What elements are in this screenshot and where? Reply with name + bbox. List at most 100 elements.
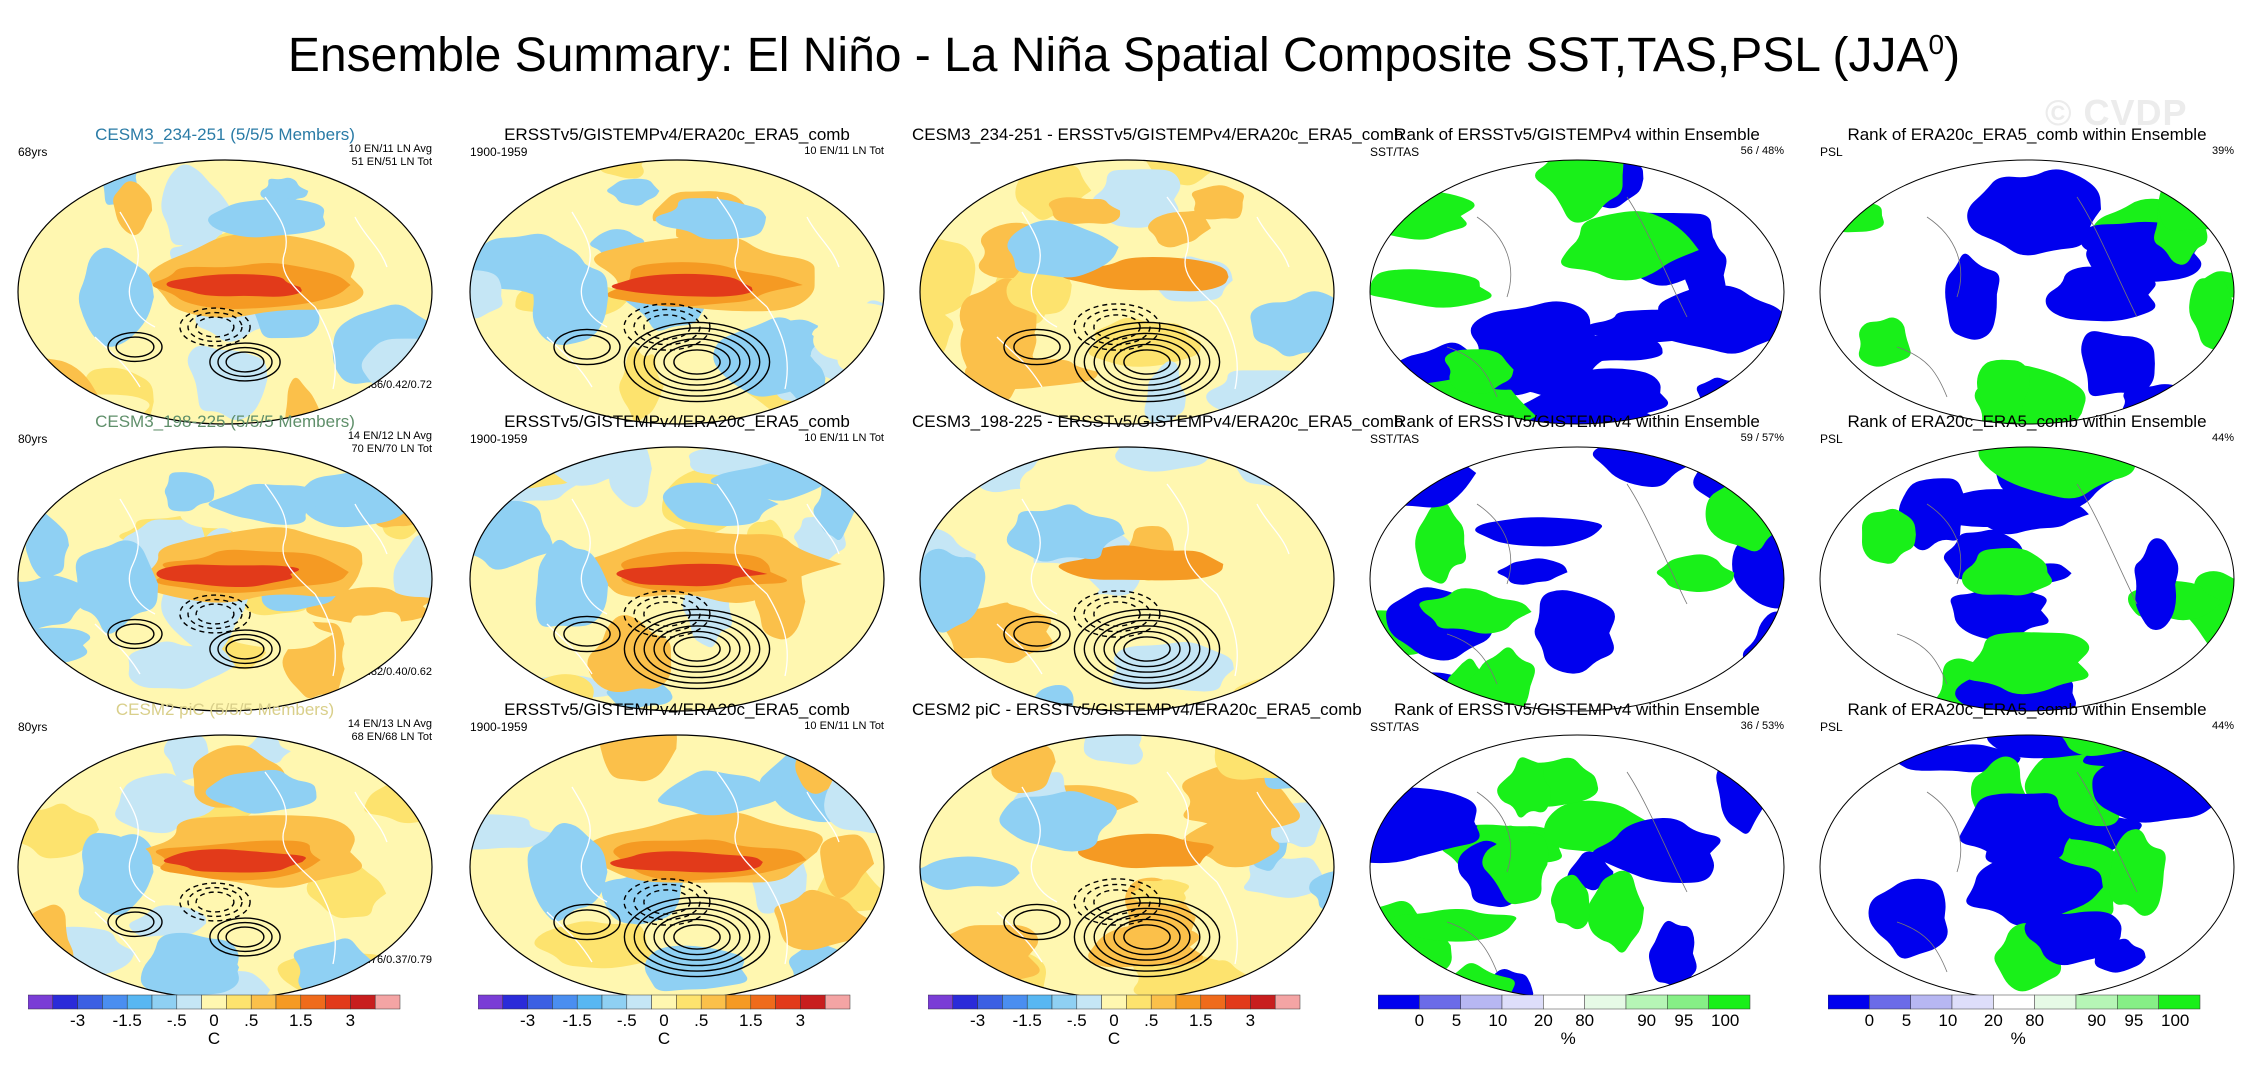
- colorbar-swatch: [1274, 994, 1301, 1010]
- positive-psl-contour: [1103, 913, 1191, 961]
- negative-psl-contour: [643, 601, 691, 627]
- colorbar-unit: C: [1107, 1029, 1121, 1048]
- coastline: [354, 503, 388, 555]
- years-label: 80yrs: [18, 720, 48, 734]
- global-map: [469, 734, 885, 1000]
- rank-region: [2024, 911, 2122, 966]
- rank-region: [1945, 253, 2000, 340]
- anomaly-patch: [19, 735, 94, 767]
- map-outline: [1369, 159, 1785, 425]
- coastline: [119, 211, 156, 328]
- positive-psl-contour: [1113, 343, 1181, 381]
- positive-psl-contour: [1003, 615, 1071, 653]
- negative-psl-contour: [1073, 590, 1161, 638]
- rank-region: [1961, 548, 2053, 596]
- colorbar-swatches: [927, 994, 1301, 1010]
- anomaly-patch: [115, 773, 219, 834]
- composite-count: 10 EN/11 LN Tot: [804, 145, 884, 157]
- colorbar-tick-label: 95: [1674, 1011, 1694, 1030]
- enso-peak-anomaly: [166, 274, 302, 297]
- anomaly-patch: [342, 611, 407, 682]
- colorbar-swatch: [651, 994, 677, 1010]
- rank-region: [1419, 588, 1532, 634]
- panel-title: CESM3_198-225 (5/5/5 Members): [95, 412, 355, 431]
- cool-horseshoe-west: [529, 255, 609, 346]
- cool-horseshoe-north: [662, 482, 779, 526]
- colorbar-swatch: [1101, 994, 1127, 1010]
- colorbar-swatch: [1910, 994, 1953, 1010]
- positive-psl-contour: [663, 918, 731, 956]
- negative-psl-contour: [633, 595, 701, 633]
- negative-psl-contour: [179, 307, 251, 347]
- colorbar-tick-label: 20: [1983, 1011, 2003, 1030]
- colorbar-tick-label: -.5: [166, 1011, 187, 1030]
- positive-psl-contour: [633, 902, 761, 972]
- colorbar-swatch: [527, 994, 553, 1010]
- anomaly-patch: [920, 856, 1020, 890]
- coastline: [766, 593, 788, 677]
- anomaly-patch: [1222, 447, 1307, 465]
- positive-psl-contour: [1083, 614, 1211, 684]
- positive-psl-contour: [1083, 902, 1211, 972]
- panel-obs: ERSSTv5/GISTEMPv4/ERA20c_ERA5_comb 1900-1…: [462, 125, 892, 430]
- anomaly-patch: [1191, 185, 1244, 220]
- anomaly-patch: [470, 814, 554, 850]
- coastline: [766, 306, 788, 390]
- coastline: [766, 881, 788, 965]
- positive-psl-contour: [653, 913, 741, 961]
- colorbar-swatch: [952, 994, 978, 1010]
- anomaly-patch: [795, 745, 851, 794]
- colorbar-swatch: [977, 994, 1003, 1010]
- anomaly-patch: [18, 575, 90, 632]
- composite-count: 10 EN/11 LN Tot: [804, 432, 884, 444]
- negative-psl-contour: [195, 891, 235, 913]
- panel-title: Rank of ERSSTv5/GISTEMPv4 within Ensembl…: [1394, 125, 1760, 144]
- colorbar-swatch: [151, 994, 178, 1010]
- rank-region: [1550, 874, 1591, 930]
- anomaly-patch: [619, 346, 664, 423]
- positive-psl-contour: [1103, 338, 1191, 386]
- rank-region: [1390, 908, 1517, 942]
- rank-region: [1415, 501, 1467, 584]
- positive-psl-contour: [1123, 924, 1171, 950]
- count-avg: 14 EN/13 LN Avg: [347, 718, 432, 730]
- colorbar-swatch: [102, 994, 128, 1010]
- colorbar-swatches: [1827, 994, 2201, 1010]
- colorbar-swatch: [2117, 994, 2159, 1010]
- anomaly-patch: [187, 345, 268, 420]
- colorbar-swatch: [1200, 994, 1226, 1010]
- panel-model: CESM3_234-251 (5/5/5 Members) 68yrs 10 EN/…: [10, 125, 440, 430]
- colorbar-tick-label: -3: [520, 1011, 536, 1030]
- colorbar-swatch: [300, 994, 326, 1010]
- global-map: [469, 446, 885, 712]
- map-outline: [469, 159, 885, 425]
- panel-title: ERSSTv5/GISTEMPv4/ERA20c_ERA5_comb: [504, 700, 850, 719]
- rank-region: [1444, 349, 1514, 394]
- composite-count: 10 EN/11 LN Avg 51 EN/51 LN Tot: [349, 143, 432, 169]
- coastline: [571, 211, 608, 328]
- positive-psl-contour: [653, 338, 741, 386]
- negative-psl-contour: [187, 311, 243, 343]
- coastline: [546, 336, 593, 388]
- positive-psl-contour: [1113, 918, 1181, 956]
- cool-horseshoe-west: [75, 540, 159, 634]
- coastline: [806, 216, 840, 268]
- positive-psl-contour: [653, 625, 741, 673]
- colorbar-swatch: [1460, 994, 1503, 1010]
- colorbar-sst: -3 -1.5 -.5 0 .5 1.5 3 C: [927, 993, 1318, 1063]
- coastline: [264, 771, 316, 883]
- colorbar-tick-label: 100: [2161, 1011, 2190, 1030]
- global-map: [1369, 734, 1785, 1000]
- negative-psl-contour: [1083, 883, 1151, 921]
- panel-rank2: Rank of ERA20c_ERA5_comb within Ensemble…: [1812, 700, 2242, 1005]
- panel-title: CESM2 piC - ERSSTv5/GISTEMPv4/ERA20c_ERA…: [912, 700, 1362, 719]
- coastline: [1166, 483, 1218, 595]
- global-map: [469, 159, 885, 425]
- map-outline: [1819, 159, 2235, 425]
- colorbar-swatch: [927, 994, 954, 1010]
- colorbar-unit: C: [207, 1029, 221, 1048]
- coastline: [996, 911, 1043, 963]
- rank-region: [1561, 211, 1699, 281]
- colorbar-swatch: [250, 994, 277, 1010]
- positive-psl-contour: [1073, 321, 1221, 403]
